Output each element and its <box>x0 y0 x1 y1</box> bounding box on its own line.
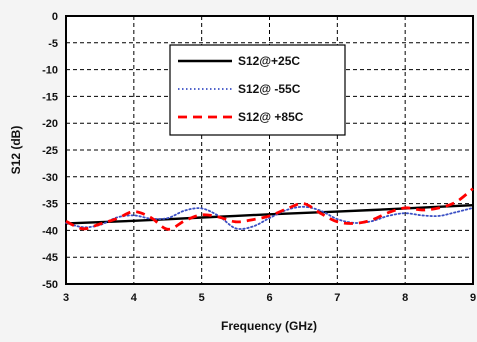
y-axis-title: S12 (dB) <box>9 126 23 175</box>
y-tick-label: -50 <box>42 279 58 291</box>
y-tick-label: -5 <box>48 38 58 50</box>
legend-label-1: S12@ -55C <box>238 82 301 96</box>
legend-label-2: S12@ +85C <box>238 110 304 124</box>
y-tick-label: -40 <box>42 225 58 237</box>
y-tick-label: -30 <box>42 172 58 184</box>
x-tick-label: 3 <box>63 292 69 304</box>
y-tick-label: 0 <box>52 11 58 23</box>
y-tick-labels: 0 -5 -10 -15 -20 -25 -30 -35 -40 -45 -50 <box>42 11 58 291</box>
x-tick-label: 9 <box>470 292 476 304</box>
y-tick-label: -15 <box>42 91 58 103</box>
series-line-1 <box>65 205 474 230</box>
series-layer <box>65 187 474 231</box>
y-tick-label: -20 <box>42 118 58 130</box>
y-tick-label: -45 <box>42 252 58 264</box>
x-tick-labels: 3 4 5 6 7 8 9 <box>63 292 476 304</box>
legend: S12@+25C S12@ -55C S12@ +85C <box>169 44 346 136</box>
y-tick-label: -35 <box>42 199 58 211</box>
x-tick-label: 4 <box>131 292 138 304</box>
y-tick-label: -25 <box>42 145 58 157</box>
x-axis-title: Frequency (GHz) <box>221 319 317 333</box>
x-tick-label: 8 <box>402 292 408 304</box>
y-tick-label: -10 <box>42 65 58 77</box>
legend-label-0: S12@+25C <box>238 54 300 68</box>
x-tick-label: 5 <box>199 292 205 304</box>
x-tick-label: 6 <box>266 292 272 304</box>
x-tick-label: 7 <box>334 292 340 304</box>
series-line-2 <box>65 187 474 231</box>
